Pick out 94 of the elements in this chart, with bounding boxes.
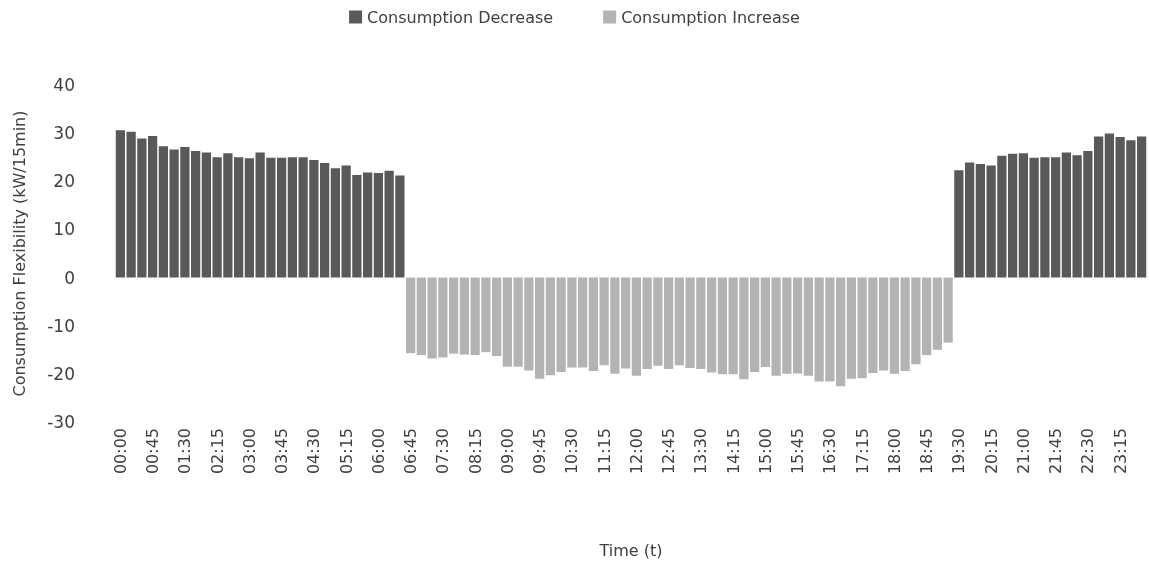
x-tick-label: 05:15 [336,428,356,475]
x-tick-label: 16:30 [820,428,840,475]
bar [148,136,158,278]
x-tick-label: 13:30 [691,428,711,475]
bar [1094,136,1104,278]
x-tick-label: 08:15 [465,428,485,475]
x-tick-label: 06:00 [368,428,388,475]
x-tick-label: 09:45 [530,428,550,475]
x-tick-label: 18:45 [917,428,937,475]
bar [201,152,211,278]
bar [545,277,555,376]
bar [793,277,803,374]
bar [717,277,727,375]
bar [244,158,254,278]
x-tick-label: 01:30 [175,428,195,475]
x-tick-label: 03:45 [272,428,292,475]
x-tick-label: 21:45 [1046,428,1066,475]
y-tick-label: 30 [53,123,75,144]
x-tick-label: 00:00 [110,428,130,475]
x-tick-label: 12:45 [659,428,679,475]
x-tick-label: 03:00 [239,428,259,475]
bar [578,277,588,368]
y-tick-label: -20 [47,363,75,384]
x-tick-label: 10:30 [562,428,582,475]
y-tick-label: -10 [47,315,75,336]
bar [373,173,383,278]
y-tick-label: -30 [47,412,75,432]
bar [965,162,975,278]
bar [1137,136,1147,278]
bar [846,277,856,379]
legend-label: Consumption Increase [621,7,800,27]
bar [449,277,459,354]
x-tick-label: 12:00 [626,428,646,475]
x-tick-label: 17:15 [852,428,872,475]
bar [943,277,953,343]
bar [459,277,469,355]
bar [674,277,684,366]
x-tick-label: 00:45 [143,428,163,475]
bar [234,157,244,278]
bar [631,277,641,376]
x-tick-label: 15:00 [755,428,775,475]
y-tick-label: 20 [53,171,75,192]
x-tick-label: 20:15 [981,428,1001,475]
x-tick-label: 11:15 [594,428,614,475]
x-tick-label: 18:00 [884,428,904,475]
bar [1018,153,1028,278]
bar [932,277,942,350]
bar [406,277,416,354]
bar [1104,133,1114,278]
bar [760,277,770,368]
x-tick-label: 02:15 [207,428,227,475]
bar [922,277,932,356]
x-tick-label: 14:15 [723,428,743,475]
legend-label: Consumption Decrease [367,7,554,27]
x-tick-label: 09:00 [497,428,517,475]
bar [803,277,813,376]
bar [1051,157,1061,278]
y-axis-title: Consumption Flexibility (kW/15min) [9,110,29,397]
bar [158,146,168,278]
bar [535,277,545,379]
y-tick-label: 40 [53,75,75,95]
bar [836,277,846,387]
bar [191,150,201,278]
bar [588,277,598,371]
bar [975,163,985,278]
bar [277,157,287,278]
bar [664,277,674,370]
x-tick-label: 23:15 [1110,428,1130,475]
bar [287,157,297,278]
x-tick-label: 06:45 [401,428,421,475]
bar [954,170,964,278]
x-tick-label: 21:00 [1013,428,1033,475]
bar [879,277,889,371]
bar [330,168,340,278]
x-tick-label: 04:30 [304,428,324,475]
y-tick-label: 10 [53,219,75,240]
bar [707,277,717,373]
bar [502,277,512,367]
bar [621,277,631,369]
bar [1061,152,1071,278]
x-axis-title: Time (t) [598,540,663,560]
bar [363,172,373,278]
bar [889,277,899,374]
x-tick-label: 07:30 [433,428,453,475]
bar [115,130,125,278]
x-tick-label: 22:30 [1078,428,1098,475]
bar [1008,153,1018,278]
bar [750,277,760,372]
x-tick-label: 19:30 [949,428,969,475]
x-tick-label: 15:45 [788,428,808,475]
bar [416,277,426,356]
bar [320,162,330,278]
y-tick-label: 0 [64,267,75,288]
bar [492,277,502,357]
